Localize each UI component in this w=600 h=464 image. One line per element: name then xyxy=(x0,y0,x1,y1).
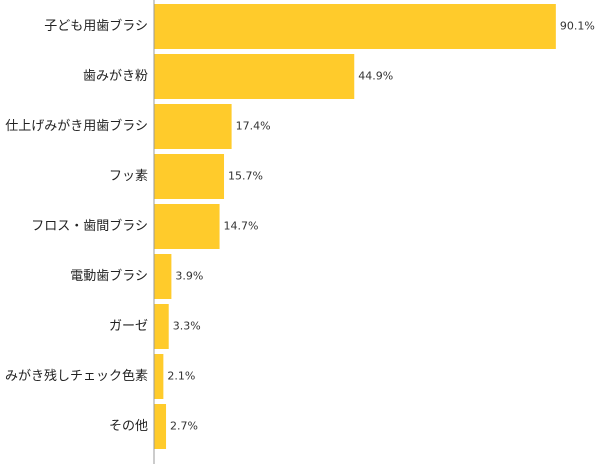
category-label-3: フッ素 xyxy=(109,169,148,184)
value-labels-group: 90.1% 44.9% 17.4% 15.7% 14.7% 3.9% 3.3% 2.1% 2.7… xyxy=(167,20,594,433)
bars-group xyxy=(154,4,556,449)
bar-2 xyxy=(154,104,232,149)
value-label-8: 2.7% xyxy=(170,420,198,433)
value-label-1: 44.9% xyxy=(358,70,393,83)
bar-3 xyxy=(154,154,225,199)
category-label-7: みがき残しチェック色素 xyxy=(5,368,148,384)
bar-4 xyxy=(154,204,220,249)
category-label-5: 電動歯ブラシ xyxy=(70,268,148,284)
value-label-5: 3.9% xyxy=(175,270,203,283)
category-label-4: フロス・歯間ブラシ xyxy=(31,218,148,234)
bar-1 xyxy=(154,54,355,99)
value-label-2: 17.4% xyxy=(236,120,271,133)
category-labels-group: 子ども用歯ブラシ歯みがき粉仕上げみがき用歯ブラシフッ素フロス・歯間ブラシ電動歯ブ… xyxy=(5,18,148,434)
category-label-1: 歯みがき粉 xyxy=(83,69,148,84)
category-label-8: その他 xyxy=(109,419,148,434)
category-label-2: 仕上げみがき用歯ブラシ xyxy=(5,118,148,134)
category-label-0: 子ども用歯ブラシ xyxy=(44,18,148,34)
value-label-0: 90.1% xyxy=(560,20,595,33)
value-label-3: 15.7% xyxy=(228,170,263,183)
bar-7 xyxy=(154,354,164,399)
value-label-7: 2.1% xyxy=(167,370,195,383)
bar-6 xyxy=(154,304,169,349)
bar-8 xyxy=(154,404,167,449)
bar-5 xyxy=(154,254,172,299)
value-label-6: 3.3% xyxy=(173,320,201,333)
bar-0 xyxy=(154,4,556,49)
value-label-4: 14.7% xyxy=(224,220,259,233)
category-label-6: ガーゼ xyxy=(109,319,148,334)
